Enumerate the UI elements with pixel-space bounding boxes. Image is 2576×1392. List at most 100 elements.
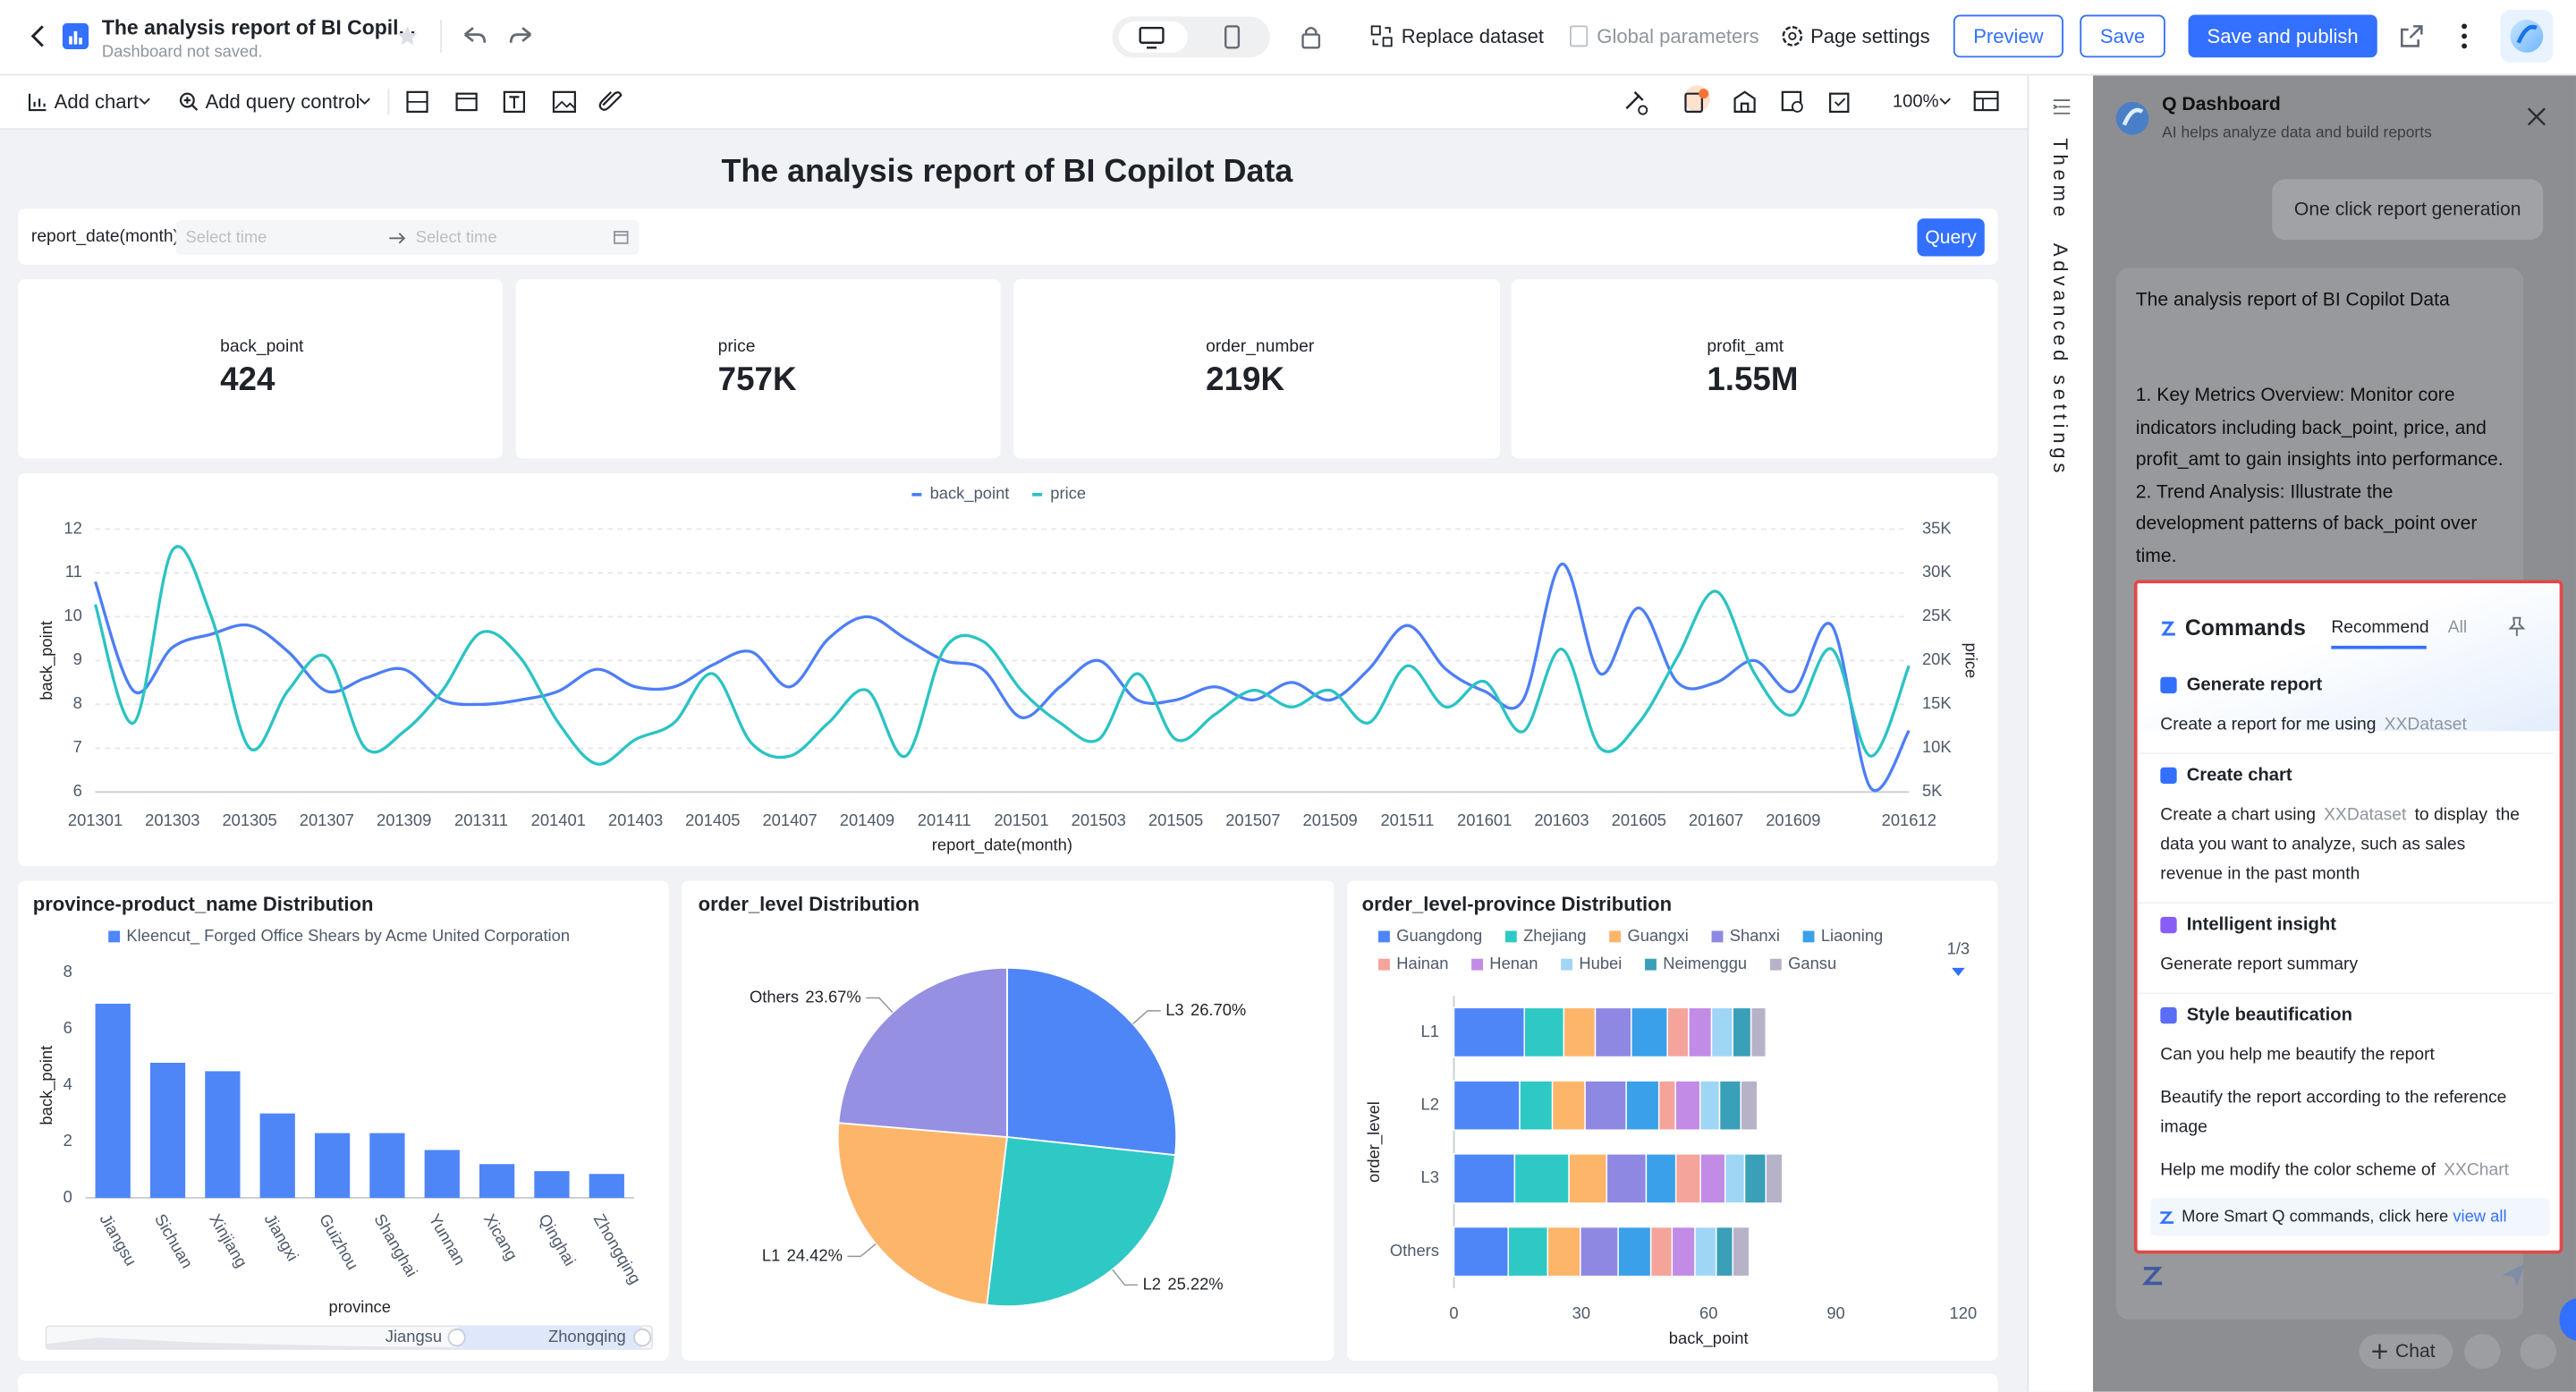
- y-tick-label: L2: [1421, 1095, 1439, 1114]
- legend-label: price: [1050, 484, 1086, 503]
- bar-segment: [1712, 1007, 1733, 1057]
- slice-label: L124.42%: [762, 1245, 843, 1264]
- x-tick-label: 201405: [685, 811, 740, 829]
- leader-line: [1133, 1011, 1161, 1024]
- slider-handle: [634, 1329, 650, 1345]
- x-tick-label: Xinjiang: [206, 1210, 251, 1270]
- legend-label: Kleencut_ Forged Office Shears by Acme U…: [126, 926, 570, 946]
- prompt-part: Create a chart using: [2160, 805, 2316, 825]
- pie-slice: [1007, 968, 1176, 1155]
- series-line: [96, 547, 1910, 764]
- x-tick-label: 30: [1572, 1303, 1590, 1322]
- bar-segment: [1454, 1227, 1509, 1277]
- legend-item: back_point: [911, 484, 1009, 504]
- footer-icon: [2158, 1210, 2174, 1226]
- view-all-link[interactable]: view all: [2453, 1209, 2506, 1226]
- bar-segment: [1646, 1154, 1675, 1203]
- command-item: Create chart Create a chart usingXXDatase…: [2138, 752, 2554, 902]
- send-button[interactable]: [2499, 1260, 2529, 1290]
- commands-tab[interactable]: Recommend: [2331, 618, 2428, 638]
- chart-title: order_level Distribution: [699, 893, 919, 915]
- bar: [260, 1114, 295, 1198]
- y-tick-label: 6: [73, 781, 82, 800]
- quick-action[interactable]: One click report generation: [2272, 179, 2543, 240]
- slice-value: 26.70%: [1191, 1000, 1246, 1019]
- command-prompt[interactable]: Generate report summary: [2160, 950, 2529, 980]
- legend-swatch: [1471, 959, 1483, 971]
- x-tick-label: 201407: [762, 811, 817, 829]
- chart-title: province-product_name Distribution: [33, 893, 374, 915]
- y-tick-label: 11: [65, 562, 82, 581]
- command-prompt[interactable]: Beautify the report according to the ref…: [2160, 1082, 2529, 1142]
- bar: [479, 1164, 514, 1198]
- bar-segment: [1700, 1154, 1725, 1203]
- command-prompt[interactable]: Create a chart usingXXDatasetto displayt…: [2160, 800, 2529, 888]
- bar-segment: [1733, 1227, 1750, 1277]
- slider-start: Jiangsu: [386, 1327, 442, 1345]
- bar-segment: [1631, 1007, 1667, 1057]
- x-tick-label: 201501: [994, 811, 1048, 829]
- ui-part: [2372, 1344, 2387, 1359]
- x-axis-title: province: [329, 1297, 391, 1316]
- pin-icon[interactable]: [2507, 616, 2527, 638]
- leader-line: [866, 998, 893, 1013]
- x-tick-label: 201411: [918, 811, 971, 829]
- x-tick-label: 201509: [1302, 811, 1357, 829]
- legend-swatch: [1770, 959, 1782, 971]
- legend-label: Gansu: [1788, 954, 1836, 972]
- y-axis-title: back_point: [37, 1046, 56, 1125]
- bar-segment: [1695, 1227, 1716, 1277]
- chat-label[interactable]: Chat: [2395, 1343, 2436, 1362]
- command-prompt[interactable]: Can you help me beautify the report: [2160, 1040, 2529, 1070]
- y-tick-label: 2: [64, 1131, 72, 1150]
- legend-swatch: [1378, 931, 1390, 943]
- leader-line: [1113, 1269, 1138, 1285]
- command-title: Create chart: [2160, 764, 2529, 787]
- x-tick-label: Guizhou: [316, 1210, 362, 1273]
- command-prompt[interactable]: Create a report for me usingXXDataset: [2160, 709, 2529, 739]
- y2-tick-label: 5K: [1922, 781, 1943, 800]
- command-prompt[interactable]: Help me modify the color scheme ofXXChar…: [2160, 1155, 2529, 1184]
- slice-label: L225.22%: [1143, 1274, 1224, 1293]
- commands-tab[interactable]: All: [2448, 618, 2467, 638]
- close-button[interactable]: [2527, 106, 2546, 126]
- bar-segment: [1618, 1227, 1651, 1277]
- bar-segment: [1659, 1081, 1676, 1130]
- prompt-part: XXChart: [2444, 1160, 2509, 1180]
- y2-tick-label: 30K: [1922, 562, 1952, 581]
- bar-segment: [1651, 1227, 1673, 1277]
- legend-label: Liaoning: [1821, 926, 1883, 945]
- commands-icon: [2158, 618, 2178, 638]
- command-name: Style beautification: [2187, 1004, 2352, 1027]
- legend-label: Shanxi: [1730, 926, 1780, 945]
- bar-segment: [1751, 1007, 1767, 1057]
- bar-segment: [1741, 1081, 1758, 1130]
- bar: [589, 1174, 624, 1198]
- x-tick-label: Qinghai: [535, 1210, 580, 1269]
- x-tick-label: Shanghai: [370, 1210, 421, 1280]
- bar-segment: [1745, 1154, 1767, 1203]
- x-tick-label: 201311: [454, 811, 508, 829]
- bar-segment: [1725, 1154, 1745, 1203]
- y-tick-label: Others: [1390, 1241, 1439, 1260]
- command-icon: [2160, 1007, 2176, 1023]
- x-tick-label: 201401: [531, 811, 586, 829]
- legend-item: Shanxi: [1712, 926, 1780, 945]
- history-button[interactable]: [2464, 1334, 2500, 1369]
- x-tick-label: Jiangxi: [261, 1210, 303, 1264]
- bar-segment: [1606, 1154, 1646, 1203]
- x-tick-label: 201511: [1380, 811, 1434, 829]
- bar-segment: [1547, 1227, 1580, 1277]
- y-tick-label: 7: [73, 737, 82, 756]
- legend-item: Neimenggu: [1645, 954, 1747, 972]
- y-tick-label: 10: [64, 606, 81, 624]
- footer-text: More Smart Q commands, click here view a…: [2182, 1209, 2506, 1226]
- ui-part: [2511, 618, 2524, 636]
- x-tick-label: Xicang: [480, 1210, 521, 1263]
- command-title: Generate report: [2160, 674, 2529, 697]
- help-button[interactable]: [2521, 1334, 2556, 1369]
- x-tick-label: 201609: [1766, 811, 1820, 829]
- x-tick-label: Yunnan: [426, 1210, 470, 1268]
- prompt-part: Can you help me beautify the report: [2160, 1045, 2435, 1065]
- bar-segment: [1553, 1081, 1586, 1130]
